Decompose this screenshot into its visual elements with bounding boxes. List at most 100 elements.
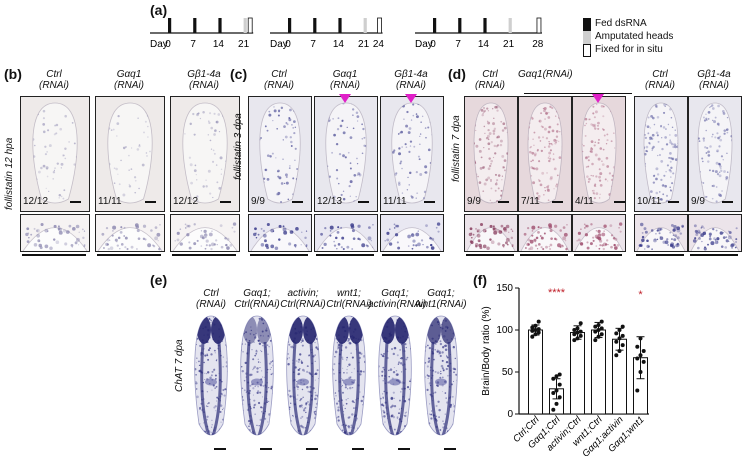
data-point: [557, 372, 562, 377]
data-point: [617, 336, 622, 341]
day-tick: 7: [455, 39, 461, 50]
scale-bar: [220, 201, 231, 203]
data-point: [575, 336, 580, 341]
magenta-arrowhead-icon: [592, 94, 604, 103]
inset-scale-bar: [636, 254, 684, 256]
data-point: [635, 356, 640, 361]
column-header-line2: wnt1(RNAi): [415, 299, 467, 310]
group-bracket-line: [524, 93, 632, 94]
data-point: [641, 349, 646, 353]
image-panel: [248, 96, 312, 212]
panel-label-d: (d): [448, 66, 466, 82]
data-point: [617, 328, 622, 332]
data-point: [596, 334, 601, 339]
data-point: [620, 324, 625, 329]
day-tick: 28: [532, 39, 544, 50]
scale-bar: [424, 201, 435, 203]
legend-swatch-amputated: [583, 31, 591, 44]
inset-scale-bar: [382, 254, 440, 256]
data-point: [557, 382, 562, 387]
sample-count: 10/11: [637, 196, 662, 207]
scale-bar: [498, 201, 509, 203]
image-panel: [420, 314, 462, 446]
column-header: Gαq1; wnt1(RNAi): [414, 288, 468, 310]
magenta-arrowhead-icon: [405, 94, 417, 103]
image-panel: [236, 314, 278, 446]
scale-bar: [70, 201, 81, 203]
scale-bar: [668, 201, 679, 203]
column-header: Ctrl (RNAi): [248, 69, 310, 91]
data-point: [530, 328, 535, 333]
legend-amputated: Amputated heads: [595, 31, 674, 42]
zoom-inset: [464, 214, 518, 252]
panel-label-f: (f): [473, 272, 487, 288]
data-point: [614, 353, 619, 358]
scale-bar: [260, 448, 272, 450]
data-point: [572, 338, 577, 343]
column-header: Gβ1-4a (RNAi): [170, 69, 238, 91]
column-header-line1: Gβ1-4a: [697, 69, 731, 80]
image-panel: [328, 314, 370, 446]
column-header-line1: activin;: [287, 288, 319, 299]
data-point: [593, 324, 598, 329]
column-header-line2: (RNAi): [264, 80, 294, 91]
data-point: [530, 334, 535, 339]
data-point: [578, 321, 583, 326]
scale-bar: [306, 448, 318, 450]
scale-bar: [358, 201, 369, 203]
feed-mark: [483, 18, 487, 33]
bar: [528, 329, 543, 415]
feed-mark: [313, 18, 317, 33]
data-point: [617, 349, 622, 353]
sample-count: 9/9: [251, 196, 265, 207]
column-header: Gβ1-4a (RNAi): [380, 69, 442, 91]
sample-count: 12/12: [23, 196, 49, 207]
scale-bar: [214, 448, 226, 450]
column-header-line2: (RNAi): [39, 80, 69, 91]
day-word: Day: [415, 39, 433, 50]
data-point: [551, 376, 556, 381]
scale-bar: [292, 201, 303, 203]
day-tick: 14: [213, 39, 225, 50]
image-panel: [95, 96, 165, 212]
column-header-line1: Gαq1;: [243, 288, 271, 299]
y-axis-label: Brain/Body ratio (%): [481, 306, 492, 395]
data-point: [620, 333, 625, 338]
sample-count: 12/12: [173, 196, 199, 207]
panel-label-e: (e): [150, 272, 168, 288]
image-panel: [170, 96, 240, 212]
timeline-panel: Day 0 7 14 21 Day 0 7 14 21 24 Day 0 7 14 21 28: [150, 16, 580, 52]
column-header: wnt1; Ctrl(RNAi): [322, 288, 376, 310]
image-panel: [20, 96, 90, 212]
fixation-mark: [536, 17, 542, 34]
data-point: [578, 329, 583, 334]
day-tick: 7: [310, 39, 316, 50]
panel-d-side-label: follistatin 7 dpa: [451, 115, 462, 182]
image-panel: [190, 314, 232, 446]
data-point: [551, 407, 556, 412]
sample-count: 9/9: [467, 196, 481, 207]
legend-swatch-fed: [583, 18, 591, 31]
panel-label-a: (a): [150, 2, 168, 18]
data-point: [614, 331, 619, 336]
column-header-line1: Gαq1;: [381, 288, 409, 299]
data-point: [575, 326, 580, 331]
sample-count: 7/11: [521, 196, 540, 207]
column-header: Gαq1(RNAi): [518, 69, 573, 80]
legend-fed: Fed dsRNA: [595, 18, 647, 29]
zoom-inset: [248, 214, 312, 252]
data-point: [599, 332, 604, 337]
y-tick-label: 150: [496, 283, 513, 294]
data-point: [536, 330, 541, 335]
bar: [570, 332, 585, 415]
column-header: Ctrl (RNAi): [20, 69, 88, 91]
column-header-line1: Gβ1-4a: [187, 69, 221, 80]
column-header-line1: wnt1;: [337, 288, 361, 299]
data-point: [638, 353, 643, 358]
scale-bar: [398, 448, 410, 450]
image-panel: [374, 314, 416, 446]
bar: [591, 329, 606, 415]
